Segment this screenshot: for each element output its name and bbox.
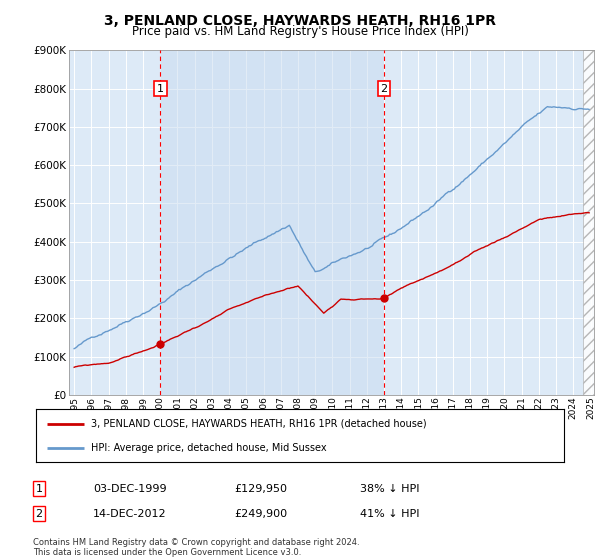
Text: Contains HM Land Registry data © Crown copyright and database right 2024.
This d: Contains HM Land Registry data © Crown c… [33, 538, 359, 557]
Text: £249,900: £249,900 [234, 508, 287, 519]
Text: 2: 2 [35, 508, 43, 519]
Bar [583, 50, 594, 395]
Text: HPI: Average price, detached house, Mid Sussex: HPI: Average price, detached house, Mid … [91, 443, 327, 453]
Text: 14-DEC-2012: 14-DEC-2012 [93, 508, 167, 519]
Text: 2: 2 [380, 83, 388, 94]
Text: 1: 1 [35, 484, 43, 494]
Text: £129,950: £129,950 [234, 484, 287, 494]
Bar [160, 50, 384, 395]
Text: Price paid vs. HM Land Registry's House Price Index (HPI): Price paid vs. HM Land Registry's House … [131, 25, 469, 38]
Text: 3, PENLAND CLOSE, HAYWARDS HEATH, RH16 1PR (detached house): 3, PENLAND CLOSE, HAYWARDS HEATH, RH16 1… [91, 419, 427, 429]
Text: 38% ↓ HPI: 38% ↓ HPI [360, 484, 419, 494]
Text: 1: 1 [157, 83, 164, 94]
Text: 03-DEC-1999: 03-DEC-1999 [93, 484, 167, 494]
Text: 41% ↓ HPI: 41% ↓ HPI [360, 508, 419, 519]
Text: 3, PENLAND CLOSE, HAYWARDS HEATH, RH16 1PR: 3, PENLAND CLOSE, HAYWARDS HEATH, RH16 1… [104, 14, 496, 28]
